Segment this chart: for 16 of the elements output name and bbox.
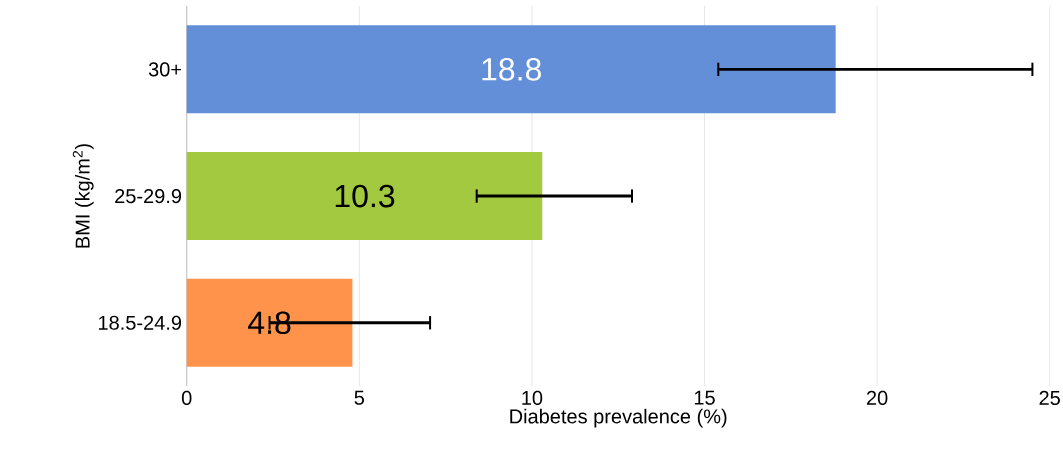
x-tick-label: 20	[866, 390, 888, 405]
y-axis-title: BMI (kg/m$^{2}$)	[72, 144, 94, 248]
y-tick-label: 30+	[148, 62, 182, 77]
x-tick-label: 25	[1039, 390, 1060, 405]
data-label: 18.8	[482, 57, 541, 81]
x-axis-title: Diabetes prevalence (%)	[510, 408, 727, 428]
x-tick-label: 0	[181, 390, 192, 405]
x-tick-label: 5	[354, 390, 365, 405]
bar	[186, 278, 353, 367]
y-tick-label: 18.5-24.9	[99, 315, 182, 330]
bar	[186, 151, 543, 241]
x-tick-label: 10	[522, 390, 543, 405]
y-tick-label: 25-29.9	[115, 188, 182, 204]
data-label: 10.3	[335, 184, 395, 208]
bar	[186, 25, 836, 114]
x-tick-label: 15	[694, 390, 715, 405]
